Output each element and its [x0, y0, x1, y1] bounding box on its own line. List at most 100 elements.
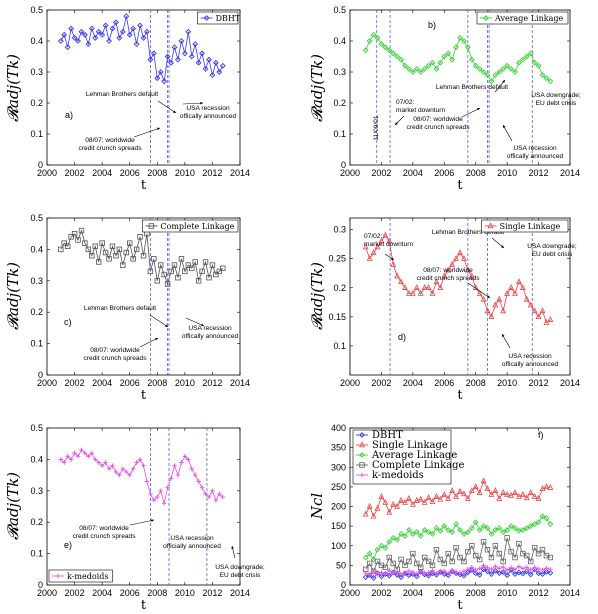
data-point	[476, 556, 483, 563]
data-point	[425, 572, 432, 579]
series-single-linkage	[362, 477, 554, 519]
annotation-arrowhead	[157, 127, 160, 131]
data-point	[512, 489, 518, 495]
data-point	[535, 313, 542, 320]
data-point	[449, 558, 455, 565]
series-average-linkage	[362, 513, 554, 563]
series-line	[365, 537, 551, 573]
data-point	[438, 569, 443, 574]
data-point	[417, 69, 424, 75]
data-point	[445, 527, 452, 533]
annotation-text: USA downgrade;	[527, 243, 577, 250]
annotation-text: offically announced	[182, 333, 239, 340]
data-point	[150, 50, 157, 57]
plot-frame	[46, 427, 241, 586]
data-point	[406, 568, 412, 574]
x-tick-label: 2006	[120, 378, 140, 388]
data-point	[362, 243, 369, 250]
data-point	[199, 50, 206, 57]
y-tick-label: 0.4	[30, 36, 43, 46]
data-point	[213, 497, 219, 503]
data-point	[476, 571, 483, 578]
data-point	[433, 546, 440, 553]
data-point	[123, 13, 130, 20]
data-point	[386, 554, 392, 561]
data-point	[535, 550, 542, 557]
data-point	[429, 562, 436, 569]
y-tick-label: 0.3	[333, 67, 346, 77]
data-point	[457, 527, 463, 533]
x-tick-label: 2008	[147, 588, 167, 598]
data-point	[523, 53, 530, 60]
y-tick-label: 0.3	[333, 225, 346, 235]
data-point	[441, 53, 448, 60]
panel-b: 2000 2002 2004 2006 2008 2010 2012 2014 0 0.1 0.2 0…	[308, 5, 581, 193]
data-point	[496, 494, 503, 501]
data-point	[547, 316, 554, 322]
data-point	[374, 243, 381, 250]
data-point	[58, 457, 64, 462]
data-point	[374, 558, 381, 565]
data-point	[116, 246, 123, 253]
data-point	[202, 65, 209, 72]
annotation-arrowhead	[477, 108, 480, 111]
y-tick-label: 100	[331, 541, 346, 551]
data-point	[496, 566, 502, 571]
y-tick-label: 0.3	[30, 276, 43, 286]
x-tick-label: 2014	[230, 588, 250, 598]
data-point	[527, 523, 534, 530]
data-point	[140, 34, 147, 41]
data-point	[85, 41, 92, 48]
annotation: USA downgrade;EU debt crisis	[527, 243, 577, 258]
annotation-text: credit crunch spreads	[416, 275, 480, 282]
data-point	[161, 271, 167, 278]
data-point	[547, 554, 554, 561]
data-point	[79, 447, 84, 453]
data-point	[433, 525, 440, 532]
data-point	[188, 53, 195, 60]
y-tick-label: 0.3	[30, 67, 43, 77]
annotation-arrowhead	[231, 546, 234, 549]
annotation-arrow	[149, 314, 169, 328]
data-point	[209, 262, 216, 268]
data-point	[178, 256, 185, 262]
data-point	[413, 65, 420, 72]
data-point	[175, 274, 181, 281]
data-point	[527, 301, 534, 308]
data-point	[189, 265, 195, 271]
data-point	[133, 41, 140, 48]
data-point	[61, 460, 67, 465]
data-point	[426, 570, 431, 575]
data-point	[390, 500, 397, 507]
panel-label: b)	[428, 20, 436, 30]
y-tick-label: 200	[331, 502, 346, 512]
data-point	[539, 72, 546, 79]
data-point	[398, 56, 405, 63]
data-point	[147, 268, 154, 275]
y-tick-label: 350	[331, 443, 346, 453]
data-point	[504, 62, 511, 69]
data-point	[512, 525, 518, 532]
panel-label: d)	[398, 332, 406, 342]
legend-box	[476, 11, 569, 25]
plot-frame	[46, 9, 241, 166]
data-point	[504, 527, 511, 533]
annotation-arrow	[182, 102, 204, 105]
y-tick-label: 0.5	[30, 423, 43, 433]
data-point	[192, 41, 199, 48]
y-tick-label: 0.5	[30, 213, 43, 223]
data-point	[390, 570, 396, 576]
data-point	[199, 485, 205, 490]
data-point	[429, 59, 436, 66]
x-tick-label: 2014	[560, 168, 580, 178]
y-tick-label: 0.3	[30, 486, 43, 496]
legend-label: Complete Linkage	[372, 460, 464, 471]
data-point	[543, 318, 550, 325]
series-k-medoids	[363, 563, 553, 578]
plot-frame	[349, 9, 571, 166]
annotation-arrowhead	[395, 122, 398, 125]
data-point	[370, 512, 377, 519]
data-point	[398, 531, 405, 537]
data-point	[500, 65, 507, 72]
